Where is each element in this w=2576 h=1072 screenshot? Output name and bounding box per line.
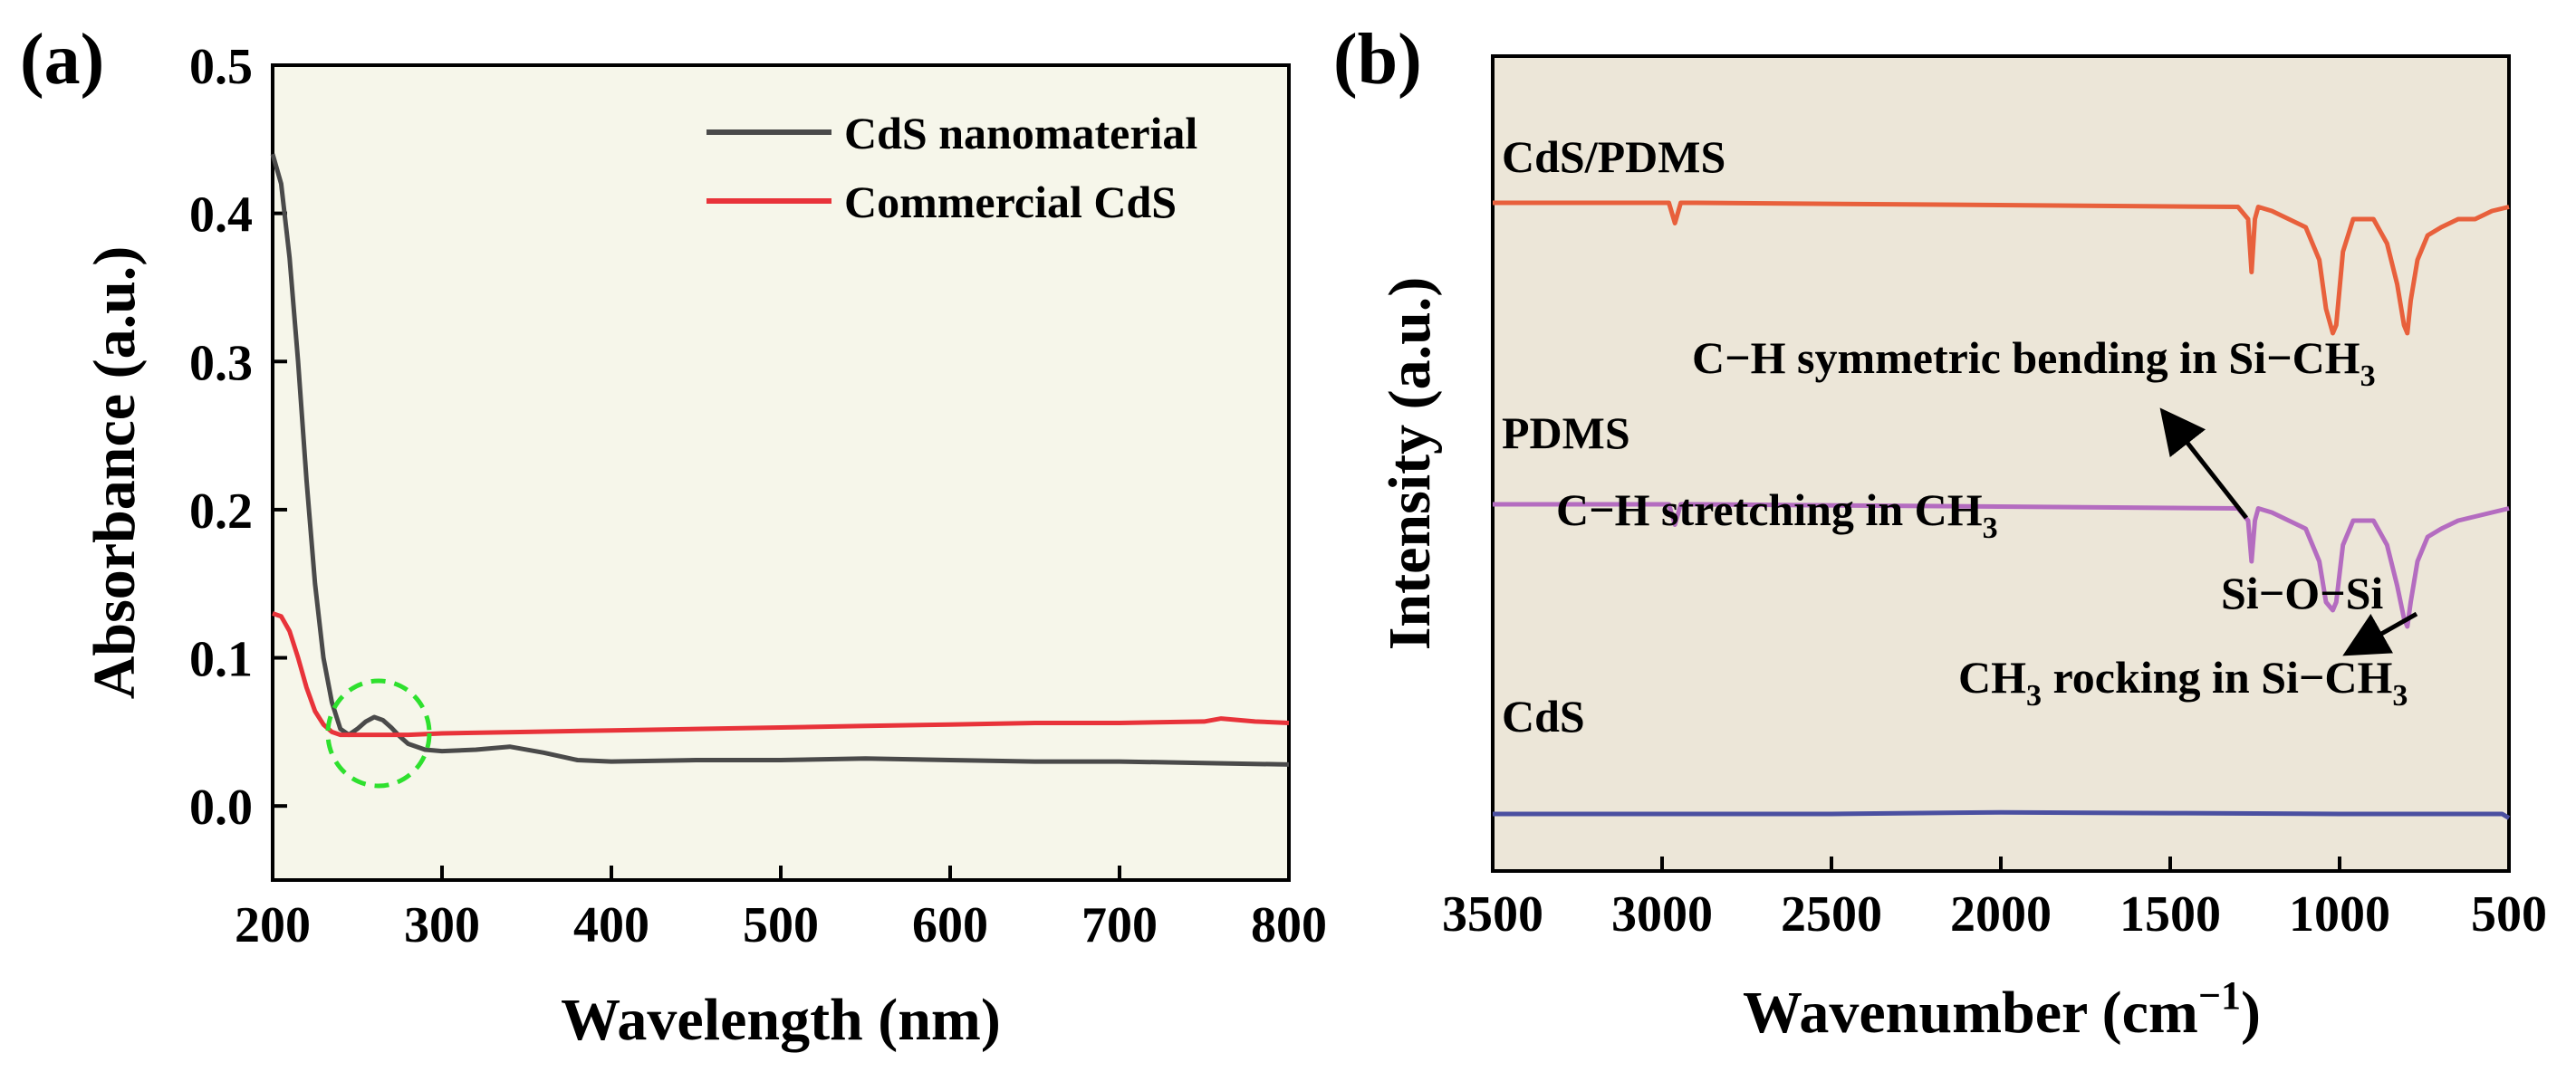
a-x-tick-label: 400 [573,897,649,953]
a-y-tick-label: 0.4 [189,187,253,244]
a-y-tick-label: 0.2 [189,483,253,540]
peak-highlight-circle [325,678,432,789]
panel-a-x-axis-label: Wavelength (nm) [561,987,1001,1053]
b-series-line-0 [1493,200,2510,336]
b-x-tick-label: 2500 [1781,886,1882,943]
panel-b-x-axis-label: Wavenumber (cm−1) [1743,973,2261,1046]
legend-label-cds-nano: CdS nanomaterial [844,108,1197,158]
panel-a-axis-ticks: 200 300 400 500 600 700 800 0.0 0.1 0.2 0.3 0.4 0.5 [189,39,1327,953]
b-x-tick-label: 2000 [1950,886,2052,943]
panel-a: (a) 200 300 400 500 600 700 800 0.0 0.1 0.2 0.3 0.4… [20,20,1327,1053]
a-x-tick-label: 600 [912,897,988,953]
a-y-tick-label: 0.3 [189,335,253,391]
b-x-tick-label: 1000 [2289,886,2390,943]
panel-a-legend: CdS nanomaterial Commercial CdS [706,108,1197,227]
panel-a-y-axis-label: Absorbance (a.u.) [82,246,148,700]
panel-b-axis-ticks: 3500 3000 2500 2000 1500 1000 500 [1442,857,2547,943]
a-x-tick-label: 500 [743,897,819,953]
panel-a-label: (a) [20,20,104,100]
annotation-ch-stretching: C−H stretching in CH3 [1556,484,1998,545]
arrow-ch-bending [2159,407,2248,520]
annotation-ch3-rocking: CH3 rocking in Si−CH3 [1958,652,2408,713]
a-y-tick-label: 0.0 [189,780,253,836]
annotation-ch-symmetric-bending: C−H symmetric bending in Si−CH3 [1692,332,2376,393]
a-y-tick-label: 0.1 [189,632,253,688]
a-x-tick-label: 800 [1251,897,1327,953]
arrow-ch3-rocking [2342,611,2418,656]
legend-label-commercial: Commercial CdS [844,177,1177,227]
a-x-tick-label: 700 [1081,897,1158,953]
panel-b-plot-area [1491,54,2511,873]
b-x-tick-label: 1500 [2119,886,2221,943]
panel-b: (b) 3500 3000 2500 2000 1500 1000 500 CdS/PDMS… [1333,20,2547,1046]
panel-a-series [270,153,1290,767]
a-y-tick-label: 0.5 [189,39,253,95]
b-series-line-2 [1493,809,2511,820]
a-series-line-0 [270,153,1290,767]
b-x-tick-label: 3500 [1442,886,1543,943]
annotation-si-o-si: Si−O−Si [2221,568,2383,618]
b-x-tick-label: 500 [2471,886,2547,943]
panel-b-y-axis-label: Intensity (a.u.) [1377,277,1443,651]
a-series-line-1 [272,611,1290,738]
a-x-tick-label: 300 [404,897,480,953]
series-label-pdms: PDMS [1502,407,1630,458]
b-x-tick-label: 3000 [1611,886,1713,943]
series-label-cds-pdms: CdS/PDMS [1502,131,1725,182]
a-x-tick-label: 200 [235,897,311,953]
series-label-cds: CdS [1502,691,1585,742]
panel-b-label: (b) [1333,20,1422,100]
